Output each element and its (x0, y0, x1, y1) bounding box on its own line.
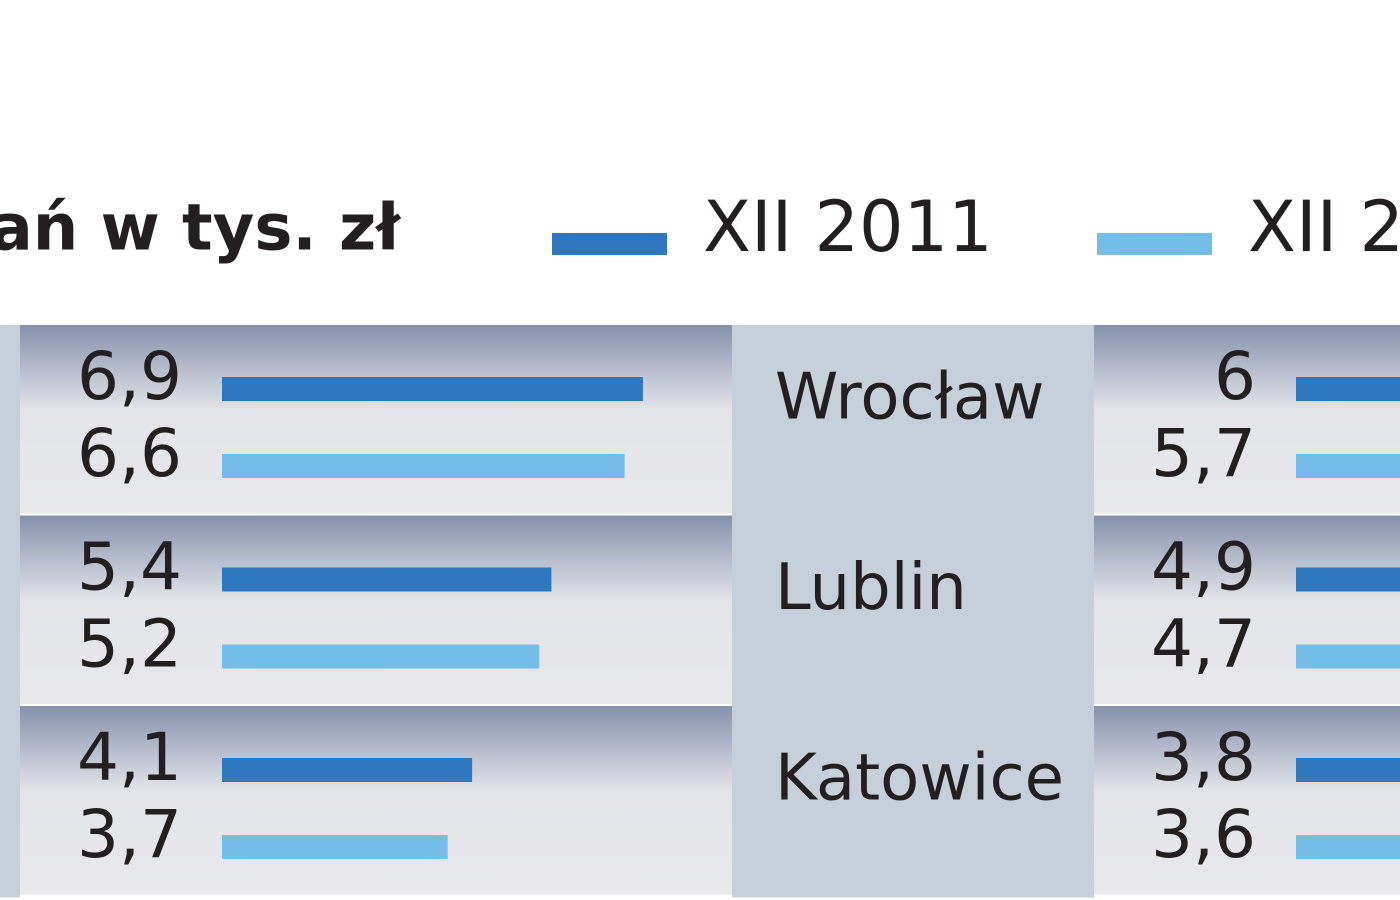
bar (222, 758, 473, 782)
legend-swatch (552, 233, 667, 255)
legend-swatch (1097, 233, 1212, 255)
panel (20, 706, 732, 895)
bar (222, 644, 540, 669)
value-label: 3,7 (77, 796, 182, 873)
value-label: 4,9 (1151, 529, 1256, 606)
value-label: 3,8 (1151, 719, 1256, 796)
bar (222, 454, 625, 478)
bar (1296, 454, 1400, 478)
value-label: 4,1 (77, 719, 182, 796)
category-label: Wrocław (775, 361, 1044, 435)
bar (1296, 644, 1400, 669)
value-label: 4,7 (1151, 606, 1256, 683)
category-cell (732, 706, 1094, 898)
value-label: 5,7 (1151, 415, 1256, 492)
value-label: 5,4 (77, 529, 182, 606)
panel (20, 325, 732, 514)
panel (1094, 325, 1400, 514)
panel (1094, 515, 1400, 704)
bar (222, 567, 552, 592)
category-cell (0, 325, 20, 517)
bar (1296, 758, 1400, 782)
category-cell (0, 706, 20, 898)
legend-label: XII 2011 (703, 186, 993, 268)
bar (222, 377, 643, 401)
panel (20, 515, 732, 704)
value-label: 6,6 (77, 415, 182, 492)
bar (1296, 835, 1400, 859)
value-label: 5,2 (77, 606, 182, 683)
bar (1296, 567, 1400, 592)
chart-title: kań w tys. zł (0, 192, 401, 266)
category-cell (0, 515, 20, 707)
category-cell (732, 515, 1094, 707)
bar (222, 835, 448, 859)
category-label: Katowice (775, 742, 1064, 816)
value-label: 6 (1214, 338, 1256, 415)
value-label: 3,6 (1151, 796, 1256, 873)
value-label: 6,9 (77, 338, 182, 415)
category-label: Lublin (775, 551, 967, 625)
category-cell (732, 325, 1094, 517)
panel (1094, 706, 1400, 895)
legend-label: XII 20 (1248, 186, 1400, 268)
bar (1296, 377, 1400, 401)
